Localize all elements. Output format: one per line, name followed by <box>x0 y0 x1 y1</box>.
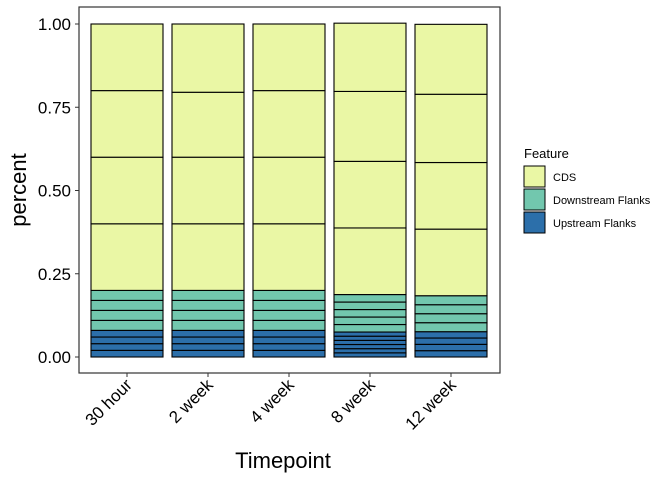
bar-segment <box>171 23 245 93</box>
bar-segment <box>333 22 407 92</box>
bar-segment <box>333 323 407 333</box>
legend-label: CDS <box>553 172 576 184</box>
bar-segment <box>333 316 407 326</box>
y-tick-label: 0.50 <box>38 182 71 201</box>
bar-segment <box>333 308 407 318</box>
bar-segment <box>252 289 326 301</box>
legend-key <box>523 188 546 211</box>
bar-segment <box>171 329 245 338</box>
bar-segment <box>252 319 326 331</box>
bar-segment <box>333 90 407 162</box>
bar-segment <box>90 299 164 311</box>
bar-segment <box>171 91 245 158</box>
bar-segment <box>414 313 488 324</box>
bar-segment <box>171 319 245 331</box>
bar-segment <box>414 322 488 333</box>
bar-segment <box>414 343 488 352</box>
bar-segment <box>171 289 245 301</box>
bar-segment <box>171 223 245 291</box>
bar-segment <box>414 228 488 297</box>
x-tick-label: 4 week <box>246 375 298 427</box>
legend: Feature CDS Downstream Flanks Upstream Fla… <box>523 146 651 234</box>
bar-segment <box>252 156 326 225</box>
bar-segment <box>333 294 407 303</box>
x-tick-label: 2 week <box>165 375 217 427</box>
bar-segment <box>414 331 488 339</box>
bar-segment <box>171 156 245 225</box>
bar-segment <box>171 336 245 345</box>
y-tick-label: 0.00 <box>38 348 71 367</box>
bar-segment <box>90 343 164 351</box>
bar-segment <box>90 289 164 301</box>
bar-segment <box>252 336 326 345</box>
bar-segment <box>333 339 407 346</box>
bar-segment <box>90 336 164 345</box>
bar-segment <box>252 349 326 358</box>
bar-segment <box>414 161 488 230</box>
y-tick-label: 1.00 <box>38 15 71 34</box>
bar-segment <box>252 90 326 158</box>
bar-segment <box>333 352 407 358</box>
bar-segment <box>252 299 326 311</box>
y-tick-label: 0.25 <box>38 265 71 284</box>
bar-segment <box>333 160 407 229</box>
bar-segment <box>333 331 407 337</box>
bar-segment <box>252 343 326 351</box>
y-axis: 0.00 0.25 0.50 0.75 1.00 <box>38 15 79 367</box>
bar-segment <box>90 156 164 225</box>
y-tick-label: 0.75 <box>38 98 71 117</box>
bar-segment <box>333 301 407 311</box>
legend-title: Feature <box>524 146 569 161</box>
bar-segment <box>414 23 488 95</box>
x-axis-title: Timepoint <box>235 448 331 473</box>
bar-segment <box>333 348 407 354</box>
bar-segment <box>171 309 245 321</box>
bar-segment <box>333 227 407 296</box>
bar-segment <box>414 295 488 306</box>
bar-segment <box>171 349 245 358</box>
bar-segment <box>90 309 164 321</box>
bar-segment <box>333 335 407 341</box>
bar-segment <box>414 350 488 358</box>
legend-key <box>523 211 546 234</box>
bars-layer <box>90 22 488 358</box>
legend-label: Downstream Flanks <box>553 195 651 207</box>
bar-segment <box>90 349 164 358</box>
bar-segment <box>414 304 488 315</box>
x-tick-label: 12 week <box>402 375 461 434</box>
bar-segment <box>414 337 488 345</box>
bar-segment <box>90 223 164 291</box>
bar-segment <box>252 309 326 321</box>
bar-segment <box>414 93 488 164</box>
x-tick-label: 30 hour <box>82 375 136 429</box>
bar-segment <box>333 343 407 350</box>
bar-segment <box>171 299 245 311</box>
x-tick-label: 8 week <box>327 375 379 427</box>
bar-segment <box>90 90 164 158</box>
y-axis-title: percent <box>6 153 31 226</box>
bar-segment <box>90 23 164 92</box>
bar-segment <box>90 329 164 338</box>
legend-key <box>523 165 546 188</box>
bar-segment <box>252 23 326 92</box>
legend-label: Upstream Flanks <box>553 218 637 230</box>
bar-segment <box>252 223 326 291</box>
bar-segment <box>90 319 164 331</box>
bar-segment <box>171 343 245 351</box>
bar-segment <box>252 329 326 338</box>
x-axis: 30 hour 2 week 4 week 8 week 12 week <box>82 373 461 434</box>
